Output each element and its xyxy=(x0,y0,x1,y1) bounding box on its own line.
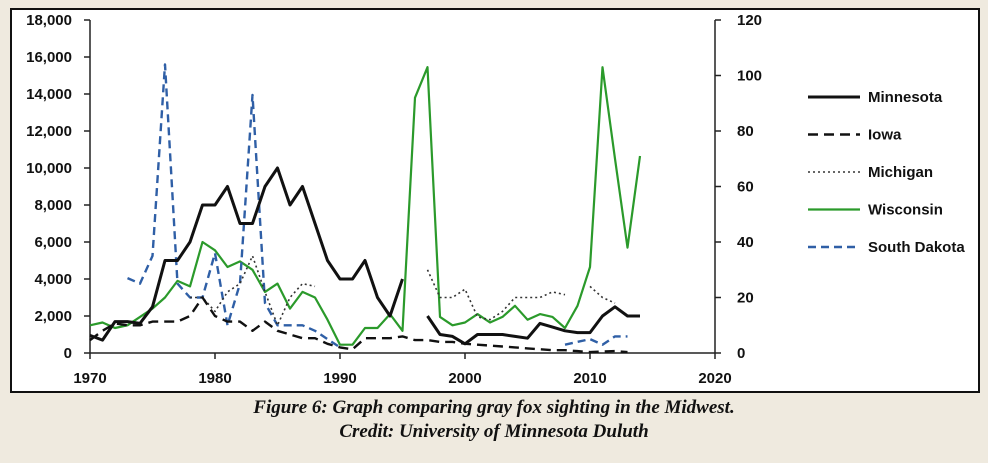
x-tick-label: 1990 xyxy=(323,370,356,387)
y-right-tick-label: 40 xyxy=(737,234,754,251)
x-tick-label: 1970 xyxy=(73,370,106,387)
figure-caption: Figure 6: Graph comparing gray fox sight… xyxy=(0,396,988,444)
legend-label-minnesota: Minnesota xyxy=(868,89,943,106)
y-right-tick-label: 60 xyxy=(737,179,754,196)
y-right-tick-label: 120 xyxy=(737,12,762,29)
legend-label-iowa: Iowa xyxy=(868,127,902,144)
y-left-tick-label: 2,000 xyxy=(34,308,72,325)
y-right-tick-label: 20 xyxy=(737,290,754,307)
y-left-tick-label: 8,000 xyxy=(34,197,72,214)
y-left-tick-label: 4,000 xyxy=(34,271,72,288)
y-left-tick-label: 14,000 xyxy=(26,86,72,103)
y-right-tick-label: 100 xyxy=(737,68,762,85)
chart-frame xyxy=(10,8,980,393)
y-left-tick-label: 0 xyxy=(64,345,72,362)
y-right-tick-label: 80 xyxy=(737,123,754,140)
series-line-wisconsin xyxy=(89,66,642,346)
y-left-tick-label: 6,000 xyxy=(34,234,72,251)
x-tick-label: 1980 xyxy=(198,370,231,387)
series-line-michigan xyxy=(426,269,566,321)
x-tick-label: 2010 xyxy=(573,370,606,387)
series-line-minnesota xyxy=(426,305,640,346)
y-left-tick-label: 16,000 xyxy=(26,49,72,66)
series-line-michigan xyxy=(589,285,616,304)
legend-label-michigan: Michigan xyxy=(868,164,933,181)
series-line-south-dakota xyxy=(564,335,628,346)
legend: Minnesota Iowa Michigan Wisconsin South Dako… xyxy=(808,89,965,256)
x-tick-label: 2000 xyxy=(448,370,481,387)
series-line-michigan xyxy=(190,255,316,327)
y-left-tick-label: 10,000 xyxy=(26,160,72,177)
legend-label-south-dakota: South Dakota xyxy=(868,239,965,256)
y-right-tick-label: 0 xyxy=(737,345,745,362)
gray-fox-sightings-chart: 0 2,000 4,000 6,000 8,000 10,000 12,000 14,000 1… xyxy=(26,12,965,387)
axes: 0 2,000 4,000 6,000 8,000 10,000 12,000 14,000 1… xyxy=(26,12,762,387)
series-line-minnesota xyxy=(89,166,404,342)
caption-line-1: Figure 6: Graph comparing gray fox sight… xyxy=(253,397,735,418)
caption-line-2: Credit: University of Minnesota Duluth xyxy=(339,421,649,442)
y-left-tick-label: 12,000 xyxy=(26,123,72,140)
series-lines xyxy=(89,63,642,354)
y-left-tick-label: 18,000 xyxy=(26,12,72,29)
series-line-south-dakota xyxy=(127,63,341,349)
x-tick-label: 2020 xyxy=(698,370,731,387)
series-line-iowa xyxy=(89,296,628,354)
legend-label-wisconsin: Wisconsin xyxy=(868,202,943,219)
